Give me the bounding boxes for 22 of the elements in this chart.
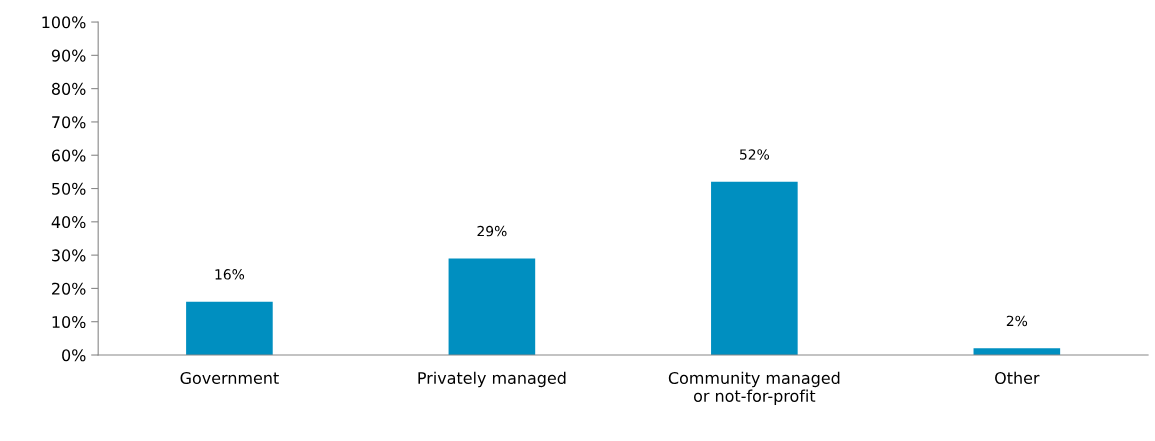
- data-label: 2%: [1006, 315, 1028, 327]
- x-tick-label: Community managed or not-for-profit: [668, 371, 840, 406]
- data-label: 52%: [740, 149, 770, 160]
- data-label: 29%: [477, 225, 507, 237]
- bar: [448, 258, 536, 356]
- x-tick-label: Privately managed: [418, 371, 566, 388]
- y-tick-label: 0%: [62, 349, 86, 362]
- y-tick-label: 100%: [42, 16, 86, 29]
- y-tick-label: 20%: [52, 282, 86, 295]
- y-tick-label: 30%: [52, 249, 86, 262]
- x-tick-label: Government: [180, 371, 279, 385]
- y-tick-label: 90%: [51, 49, 86, 62]
- bar: [186, 301, 273, 356]
- y-tick-label: 70%: [52, 116, 86, 129]
- y-tick-label: 50%: [52, 182, 86, 195]
- y-tick-label: 40%: [51, 216, 86, 229]
- y-tick-label: 10%: [52, 315, 86, 328]
- y-tick-label: 60%: [51, 149, 86, 162]
- x-tick-label: Other: [995, 371, 1040, 385]
- bar: [711, 181, 798, 356]
- y-tick-label: 80%: [51, 82, 86, 95]
- data-label: 16%: [215, 269, 245, 280]
